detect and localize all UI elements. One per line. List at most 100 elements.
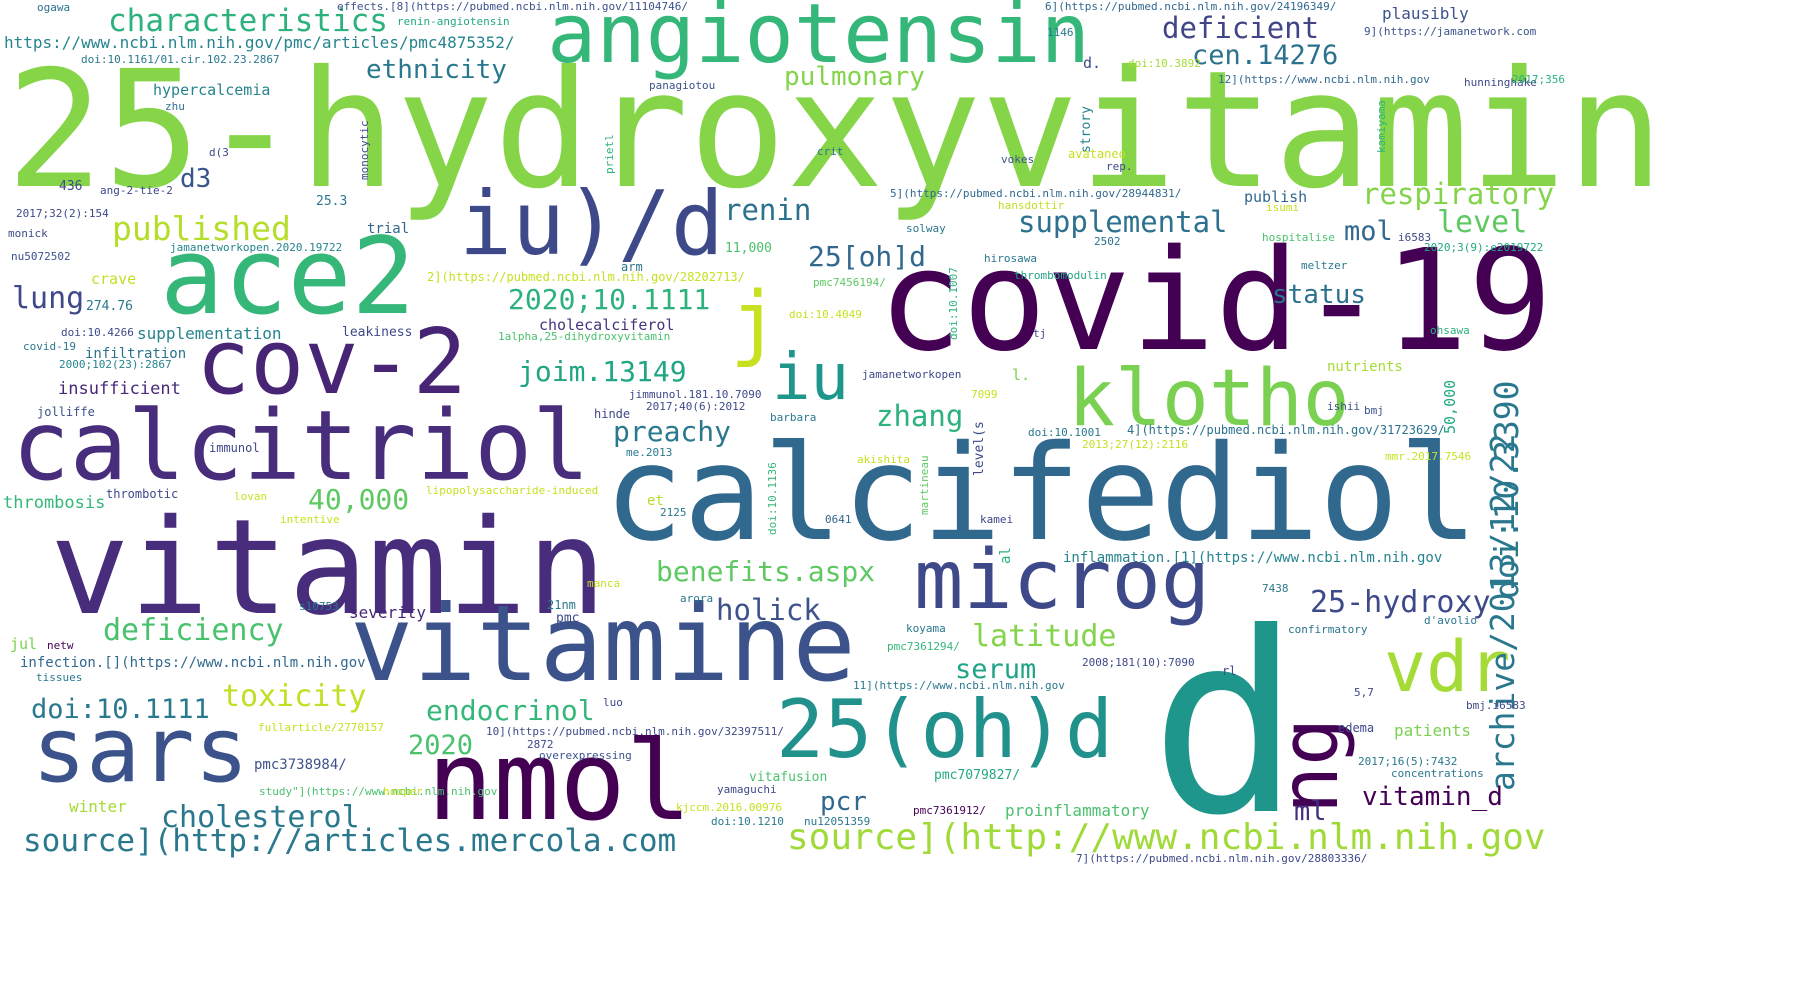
word-calcitriol: calcitriol bbox=[12, 390, 590, 502]
word-luo: luo bbox=[603, 696, 623, 709]
word-supplemental: supplemental bbox=[1018, 205, 1228, 239]
word-ohsawa: ohsawa bbox=[1430, 324, 1470, 337]
word-6-https-pubmed-ncbi-nlm-nih-gov-24196349: 6](https://pubmed.ncbi.nlm.nih.gov/24196… bbox=[1045, 0, 1337, 13]
word-lung: lung bbox=[12, 281, 85, 316]
word-d-avolio: d'avolio bbox=[1424, 614, 1477, 627]
word-iu-d: iu)/d bbox=[459, 172, 724, 275]
word-hansdottir: hansdottir bbox=[998, 199, 1065, 212]
word-endocrinol: endocrinol bbox=[426, 694, 595, 727]
word-doi-10-3892: doi:10.3892 bbox=[1128, 57, 1201, 70]
word-bmj: bmj bbox=[1364, 404, 1384, 417]
word-rl: rl bbox=[1222, 664, 1237, 678]
word-patients: patients bbox=[1394, 721, 1472, 740]
word-covid-19: covid‐19 bbox=[23, 340, 76, 353]
word-d: d. bbox=[1083, 54, 1102, 72]
word-holick: holick bbox=[716, 593, 821, 627]
word-renin: renin bbox=[724, 193, 812, 227]
word-deficient: deficient bbox=[1162, 11, 1320, 45]
word-2872: 2872 bbox=[527, 738, 554, 751]
word-11-000: 11,000 bbox=[725, 241, 772, 256]
word-effects-8-https-pubmed-ncbi-nlm-nih-gov-11104746: effects.[8](https://pubmed.ncbi.nlm.nih.… bbox=[337, 0, 688, 13]
word-et: et bbox=[647, 493, 664, 509]
word-25-hydroxy: 25-hydroxy bbox=[1310, 585, 1491, 620]
word-tissues: tissues bbox=[36, 671, 83, 684]
word-ogawa: ogawa bbox=[37, 1, 71, 14]
word-50-000: 50,000 bbox=[1441, 380, 1459, 435]
word-inflammation-1-https-www-ncbi-nlm-nih-gov: inflammation.[1](https://www.ncbi.nlm.ni… bbox=[1063, 550, 1443, 566]
word-study-https-www-ncbi-nlm-nih-gov: study"](https://www.ncbi.nlm.nih.gov bbox=[259, 785, 498, 798]
word-doi-10-1210: doi:10.1210 bbox=[711, 815, 784, 828]
word-cov-2: cov-2 bbox=[196, 310, 467, 415]
word-4-https-pubmed-ncbi-nlm-nih-gov-31723629: 4](https://pubmed.ncbi.nlm.nih.gov/31723… bbox=[1127, 423, 1445, 437]
word-doi-10-3390: doi:10.3390 bbox=[1487, 380, 1526, 600]
word-doi-10-1111: doi:10.1111 bbox=[31, 694, 210, 725]
word-1alpha-25-dihydroxyvitamin: 1alpha,25-dihydroxyvitamin bbox=[498, 330, 671, 343]
word-benefits-aspx: benefits.aspx bbox=[656, 555, 876, 588]
word-11-https-www-ncbi-nlm-nih-gov: 11](https://www.ncbi.nlm.nih.gov bbox=[853, 679, 1065, 692]
word-joim-13149: joim.13149 bbox=[518, 355, 687, 388]
word-2-https-pubmed-ncbi-nlm-nih-gov-28202713: 2](https://pubmed.ncbi.nlm.nih.gov/28202… bbox=[427, 270, 745, 284]
word-calcifediol: calcifediol bbox=[604, 417, 1479, 571]
word-iu: iu bbox=[772, 341, 850, 415]
word-me-2013: me.2013 bbox=[626, 446, 673, 459]
word-nmol: nmol bbox=[427, 717, 692, 845]
word-ishii: ishii bbox=[1327, 400, 1361, 413]
word-https-www-ncbi-nlm-nih-gov-pmc-articles-pmc4875352: https://www.ncbi.nlm.nih.gov/pmc/article… bbox=[4, 33, 515, 52]
word-latitude: latitude bbox=[972, 619, 1117, 654]
word-2017-16-5-7432: 2017;16(5):7432 bbox=[1358, 755, 1458, 768]
word-pmc7361912: pmc7361912/ bbox=[913, 804, 986, 817]
word-thrombosis: thrombosis bbox=[3, 493, 106, 513]
word-koyama: koyama bbox=[906, 622, 946, 635]
word-tj: tj bbox=[1033, 327, 1047, 340]
word-2020: 2020 bbox=[408, 730, 474, 761]
word-1146: 1146 bbox=[1047, 26, 1074, 39]
word-al: al bbox=[998, 547, 1014, 565]
word-jamanetworkopen: jamanetworkopen bbox=[862, 368, 962, 381]
word-meltzer: meltzer bbox=[1301, 259, 1348, 272]
word-hinde: hinde bbox=[594, 407, 631, 421]
word-5-https-pubmed-ncbi-nlm-nih-gov-28944831: 5](https://pubmed.ncbi.nlm.nih.gov/28944… bbox=[890, 187, 1182, 200]
word-2017-40-6-2012: 2017;40(6):2012 bbox=[646, 400, 746, 413]
word-insufficient: insufficient bbox=[58, 379, 181, 399]
word-publish: publish bbox=[1244, 188, 1308, 206]
word-source-http-www-ncbi-nlm-nih-gov: source](http://www.ncbi.nlm.nih.gov bbox=[787, 817, 1546, 858]
word-ang-2-tie-2: ang-2-tie-2 bbox=[100, 184, 173, 197]
word-pmc7456194: pmc7456194/ bbox=[813, 276, 886, 289]
word-pmc3738984: pmc3738984/ bbox=[254, 757, 347, 773]
word-21nm: 21nm bbox=[547, 598, 576, 612]
word-cen-14276: cen.14276 bbox=[1192, 40, 1339, 71]
word-thrombotic: thrombotic bbox=[106, 487, 179, 501]
word-doi-10-1161-01-cir-102-23-2867: doi:10.1161/01.cir.102.23.2867 bbox=[81, 53, 280, 66]
word-netw: netw bbox=[47, 639, 74, 652]
word-2013-27-12-2116: 2013;27(12):2116 bbox=[1082, 438, 1188, 451]
word-akishita: akishita bbox=[857, 453, 910, 466]
word-level-s: level(s bbox=[972, 421, 987, 477]
word-intentive: intentive bbox=[280, 513, 340, 526]
word-pmc7079827: pmc7079827/ bbox=[934, 768, 1021, 783]
word-kamei: kamei bbox=[980, 513, 1014, 526]
word-zhang: zhang bbox=[876, 399, 964, 433]
word-jolliffe: jolliffe bbox=[37, 405, 95, 419]
word-confirmatory: confirmatory bbox=[1288, 623, 1368, 636]
word-2020-10-1111: 2020;10.1111 bbox=[508, 283, 711, 316]
word-bmj-i6583: bmj.i6583 bbox=[1466, 699, 1526, 712]
word-doi-10-4049: doi:10.4049 bbox=[789, 308, 862, 321]
word-hospitalise: hospitalise bbox=[1262, 231, 1335, 244]
word-manca: manca bbox=[587, 577, 621, 590]
word-7438: 7438 bbox=[1262, 582, 1289, 595]
word-l: l. bbox=[1012, 366, 1031, 384]
word-covid-19: covid-19 bbox=[878, 220, 1553, 383]
word-plausibly: plausibly bbox=[1382, 4, 1469, 23]
word-proinflammatory: proinflammatory bbox=[1005, 801, 1150, 820]
word-crit: crit bbox=[817, 145, 844, 158]
word-vitamin: vitamin bbox=[50, 491, 607, 645]
word-s10753: s10753 bbox=[299, 600, 339, 613]
word-cholecalciferol: cholecalciferol bbox=[539, 316, 675, 334]
word-sars: sars bbox=[32, 698, 249, 803]
word-doi-10-1007: doi:10.1007 bbox=[947, 267, 960, 341]
word-40-000: 40,000 bbox=[308, 483, 410, 516]
word-barbara: barbara bbox=[770, 411, 817, 424]
word-10-https-pubmed-ncbi-nlm-nih-gov-32397511: 10](https://pubmed.ncbi.nlm.nih.gov/3239… bbox=[486, 725, 785, 738]
word-serum: serum bbox=[955, 654, 1037, 685]
word-panagiotou: panagiotou bbox=[649, 79, 716, 92]
